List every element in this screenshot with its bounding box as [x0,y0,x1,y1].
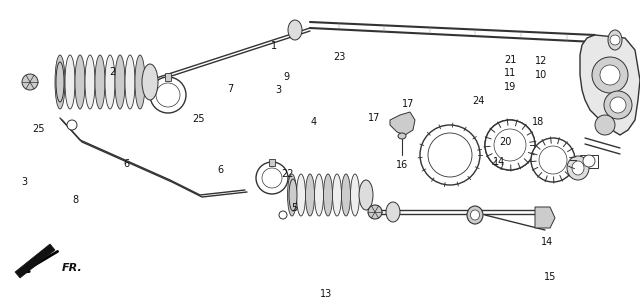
Circle shape [531,138,575,182]
Circle shape [420,125,480,185]
Text: 3: 3 [275,85,282,95]
Text: 1: 1 [271,41,277,51]
Text: 15: 15 [544,272,557,282]
Circle shape [604,91,632,119]
Text: 12: 12 [534,56,547,66]
Text: 25: 25 [192,114,205,124]
Text: 4: 4 [310,118,317,127]
Text: 7: 7 [227,84,234,94]
Text: 5: 5 [291,203,298,213]
Ellipse shape [55,55,65,109]
Ellipse shape [56,62,64,102]
Text: 24: 24 [472,96,485,106]
Text: 6: 6 [124,159,130,169]
Circle shape [610,97,626,113]
Polygon shape [390,112,415,135]
Circle shape [368,205,382,219]
Ellipse shape [85,55,95,109]
Ellipse shape [296,174,305,216]
Ellipse shape [398,133,406,139]
Circle shape [494,129,526,161]
Bar [165,73,171,81]
Ellipse shape [289,179,297,211]
Ellipse shape [288,20,302,40]
Text: 14: 14 [541,237,554,247]
Ellipse shape [95,55,105,109]
Text: 22: 22 [282,170,294,179]
Ellipse shape [75,55,85,109]
Circle shape [279,211,287,219]
Ellipse shape [342,174,351,216]
Ellipse shape [287,174,296,216]
Circle shape [583,155,595,167]
Ellipse shape [323,174,333,216]
Text: 8: 8 [72,196,79,205]
Ellipse shape [351,174,360,216]
Text: 23: 23 [333,52,346,62]
Circle shape [22,74,38,90]
Text: 2: 2 [109,67,115,77]
Text: 19: 19 [504,82,516,92]
Bar [269,159,275,166]
Text: 17: 17 [368,113,381,123]
Circle shape [592,57,628,93]
Ellipse shape [470,210,479,220]
Text: 17: 17 [402,99,415,109]
Ellipse shape [572,161,584,175]
Text: 10: 10 [534,70,547,80]
Circle shape [485,120,535,170]
Text: FR.: FR. [62,263,83,273]
Ellipse shape [567,156,589,180]
Text: 21: 21 [504,55,516,65]
Circle shape [539,146,567,174]
Text: 9: 9 [284,72,290,81]
Polygon shape [535,207,555,228]
Ellipse shape [608,30,622,50]
Circle shape [600,65,620,85]
Polygon shape [15,244,55,278]
Ellipse shape [333,174,342,216]
Circle shape [595,115,615,135]
Circle shape [156,83,180,107]
Ellipse shape [65,55,75,109]
Ellipse shape [314,174,323,216]
Ellipse shape [115,55,125,109]
Circle shape [256,162,288,194]
Polygon shape [580,155,598,168]
Text: 25: 25 [32,124,45,133]
Text: 20: 20 [499,137,512,147]
Circle shape [67,120,77,130]
Polygon shape [580,35,640,135]
Circle shape [485,120,535,170]
Ellipse shape [105,55,115,109]
Ellipse shape [135,55,145,109]
Text: 16: 16 [396,160,408,170]
Text: 18: 18 [531,118,544,127]
Text: 14: 14 [493,157,506,167]
Ellipse shape [125,55,135,109]
Ellipse shape [467,206,483,224]
Text: 6: 6 [218,165,224,175]
Ellipse shape [142,64,158,100]
Ellipse shape [305,174,314,216]
Circle shape [610,35,620,45]
Circle shape [428,133,472,177]
Text: 3: 3 [21,177,28,187]
Text: 13: 13 [320,289,333,299]
Text: 11: 11 [504,69,516,78]
Ellipse shape [386,202,400,222]
Circle shape [262,168,282,188]
Circle shape [150,77,186,113]
Ellipse shape [359,180,373,210]
